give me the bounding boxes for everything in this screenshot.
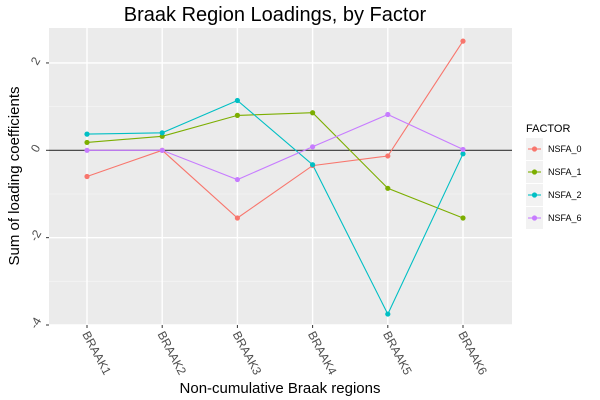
series-line-nsfa-6 [87, 113, 464, 181]
data-point-nsfa-2-braak4 [310, 162, 316, 168]
chart-title: Braak Region Loadings, by Factor [124, 4, 427, 26]
data-point-nsfa-2-braak3 [234, 97, 240, 104]
legend: FACTOR NSFA_0 NSFA_1 NSFA_2 NSFA_6 [526, 123, 582, 229]
data-point-nsfa-6-braak6 [460, 146, 466, 153]
y-tick-label: 2 [28, 54, 44, 67]
data-point-nsfa-6-braak3 [234, 176, 240, 183]
y-axis-title: Sum of loading coefficients [6, 87, 23, 266]
data-point-nsfa-1-braak5 [385, 185, 391, 191]
series-line-nsfa-0 [86, 40, 464, 219]
minor-gridlines [49, 106, 512, 282]
legend-title: FACTOR [526, 123, 570, 135]
y-tick-label: -4 [27, 315, 45, 332]
data-point-nsfa-6-braak2 [159, 147, 165, 153]
y-tick-label: -2 [27, 227, 45, 244]
legend-label-nsfa-1: NSFA_1 [548, 167, 582, 177]
x-axis-title: Non-cumulative Braak regions [180, 380, 381, 397]
data-point-nsfa-1-braak4 [310, 110, 316, 116]
legend-label-nsfa-2: NSFA_2 [548, 190, 582, 200]
legend-key-point [531, 146, 538, 152]
x-axis: BRAAK1 BRAAK2 BRAAK3 BRAAK4 BRAAK5 BRAAK6 [79, 325, 490, 378]
series-lines [86, 40, 464, 316]
x-tick-label-braak3: BRAAK3 [230, 329, 265, 378]
data-point-nsfa-0-braak1 [84, 173, 90, 180]
legend-key-point [531, 192, 538, 198]
legend-key-point [531, 215, 538, 221]
data-point-nsfa-6-braak1 [84, 147, 90, 153]
data-point-nsfa-6-braak4 [310, 144, 316, 150]
series-line-nsfa-2 [86, 99, 464, 316]
x-tick-label-braak2: BRAAK2 [155, 329, 190, 378]
y-tick-label: 0 [28, 142, 44, 155]
data-point-nsfa-0-braak3 [234, 215, 240, 221]
data-point-nsfa-2-braak2 [159, 130, 165, 136]
data-point-nsfa-0-braak6 [460, 38, 466, 44]
data-point-nsfa-6-braak5 [385, 111, 391, 118]
data-point-nsfa-1-braak1 [84, 139, 90, 146]
legend-label-nsfa-6: NSFA_6 [548, 213, 582, 223]
data-point-nsfa-2-braak1 [84, 131, 90, 137]
legend-key-point [531, 169, 538, 175]
x-tick-label-braak5: BRAAK5 [380, 329, 415, 378]
x-tick-label-braak1: BRAAK1 [79, 329, 114, 378]
x-tick-label-braak6: BRAAK6 [455, 329, 490, 378]
data-point-nsfa-1-braak3 [234, 112, 240, 118]
data-point-nsfa-2-braak6 [460, 151, 466, 157]
data-point-nsfa-1-braak6 [460, 215, 466, 221]
series-line-nsfa-1 [86, 112, 464, 219]
data-point-nsfa-2-braak5 [385, 311, 391, 317]
plot-panel [49, 28, 512, 325]
y-axis: -4 -2 0 2 [27, 54, 49, 331]
series-points [84, 38, 466, 317]
data-point-nsfa-0-braak5 [385, 153, 391, 159]
x-tick-label-braak4: BRAAK4 [305, 329, 340, 378]
legend-label-nsfa-0: NSFA_0 [548, 144, 582, 154]
